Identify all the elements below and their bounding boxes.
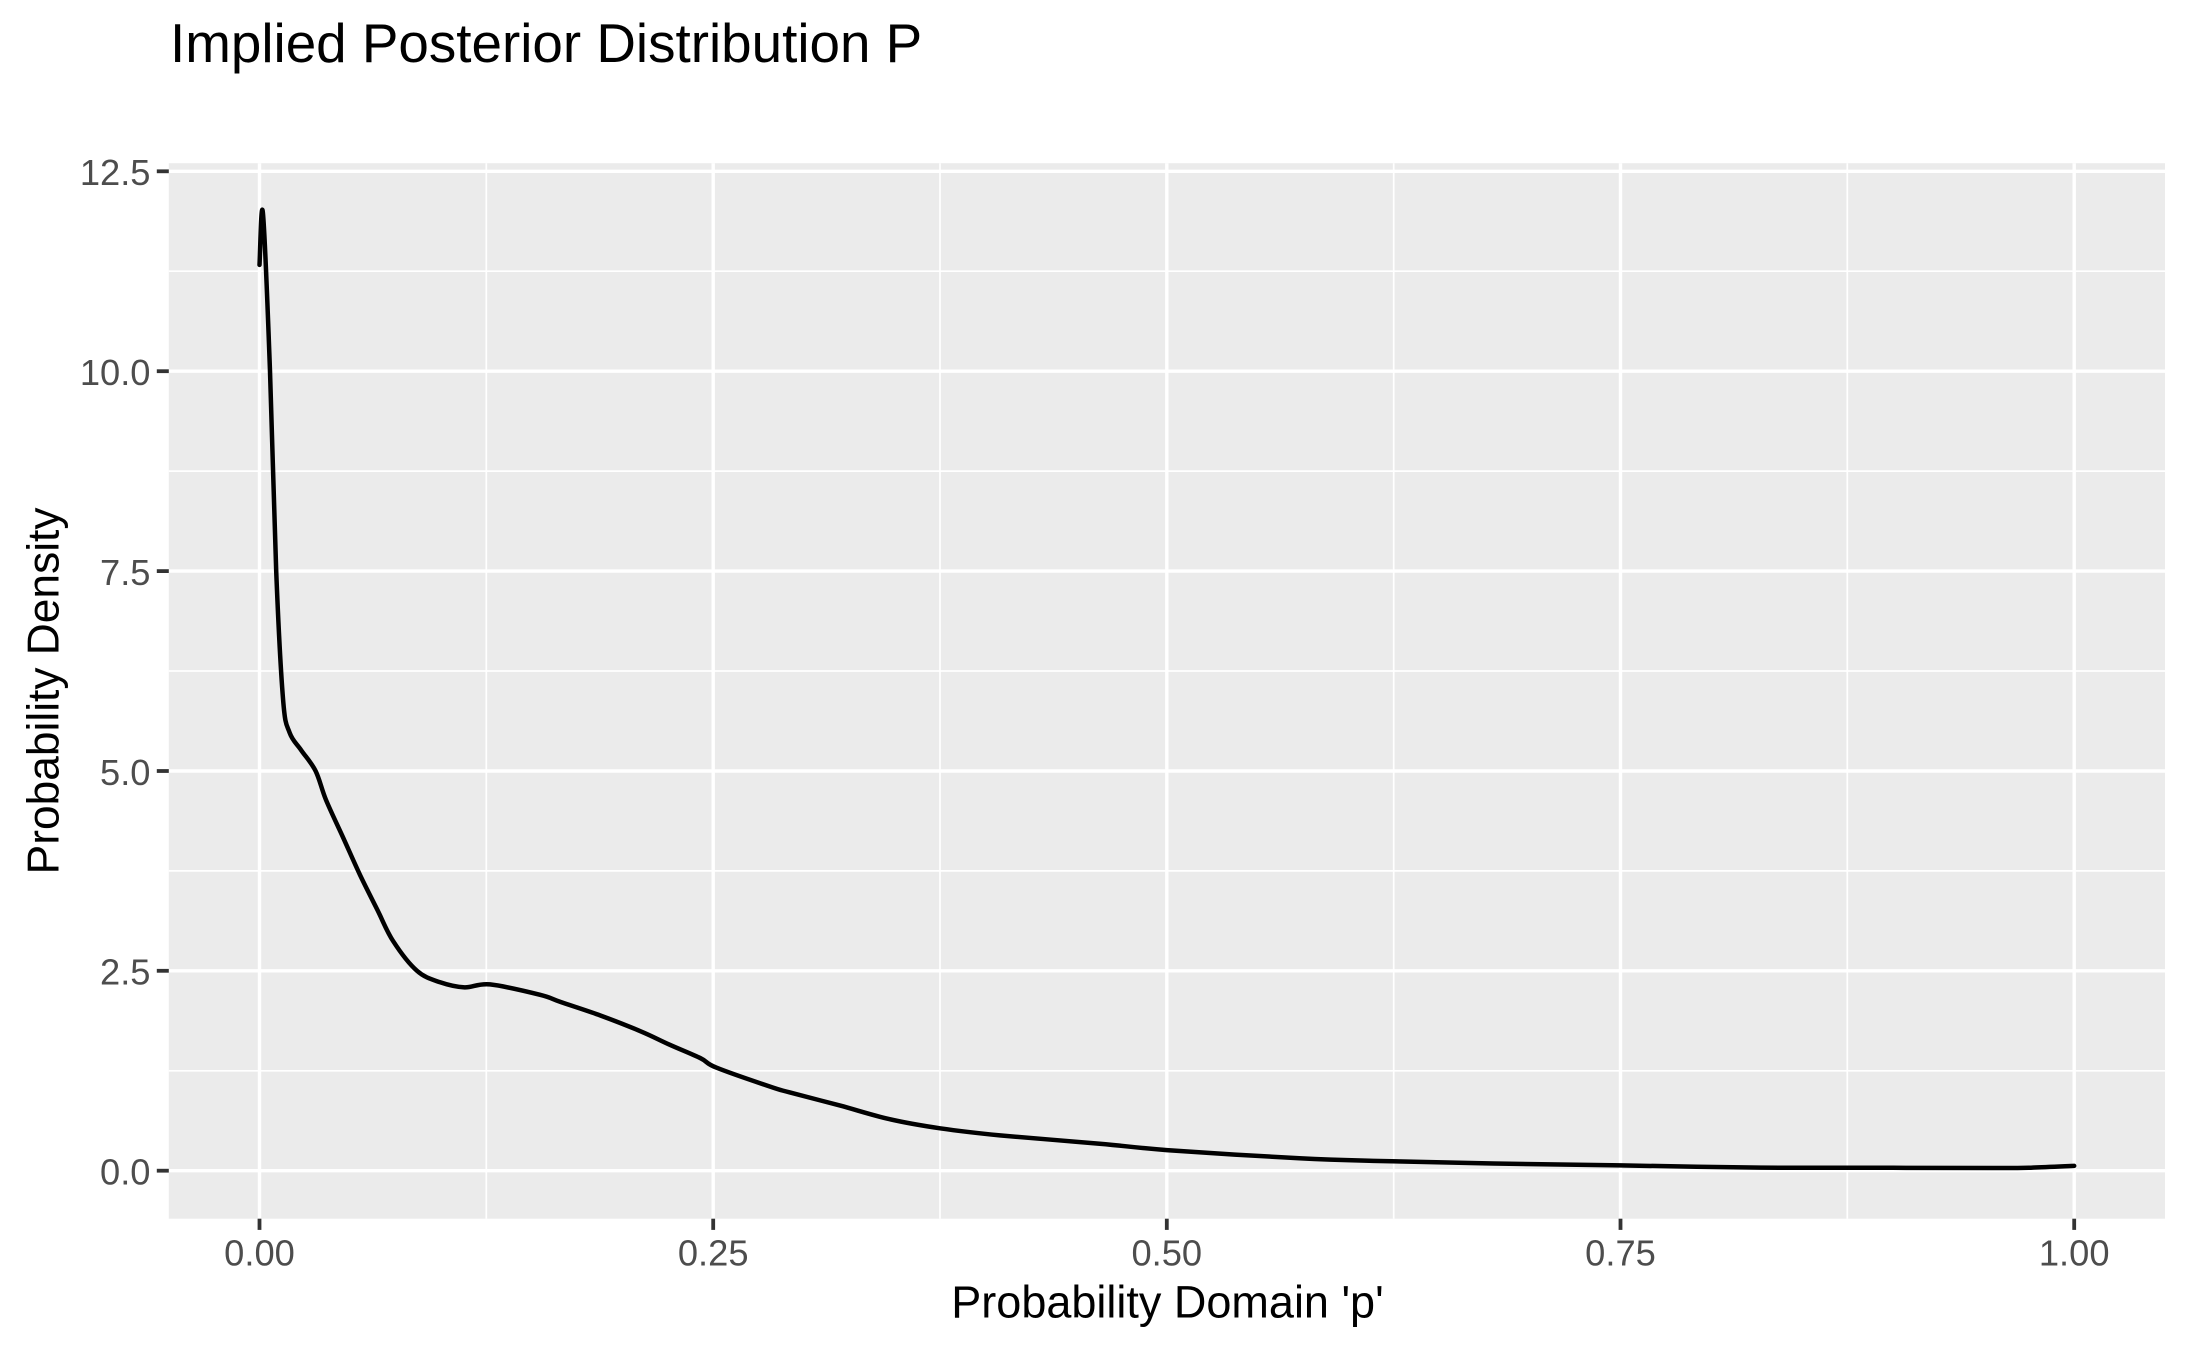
svg-text:5.0: 5.0 xyxy=(100,752,150,793)
svg-text:12.5: 12.5 xyxy=(80,152,151,193)
svg-text:0.0: 0.0 xyxy=(100,1152,150,1193)
svg-text:Probability Domain 'p': Probability Domain 'p' xyxy=(951,1277,1383,1328)
svg-text:2.5: 2.5 xyxy=(100,952,150,993)
svg-text:1.00: 1.00 xyxy=(2039,1233,2110,1274)
svg-text:0.00: 0.00 xyxy=(224,1233,295,1274)
svg-text:0.50: 0.50 xyxy=(1131,1233,1202,1274)
svg-text:10.0: 10.0 xyxy=(80,352,151,393)
svg-text:7.5: 7.5 xyxy=(100,552,150,593)
svg-text:Implied Posterior Distribution: Implied Posterior Distribution P xyxy=(170,12,922,74)
svg-text:0.75: 0.75 xyxy=(1585,1233,1656,1274)
svg-text:Probability Density: Probability Density xyxy=(20,507,69,875)
svg-text:0.25: 0.25 xyxy=(678,1233,749,1274)
